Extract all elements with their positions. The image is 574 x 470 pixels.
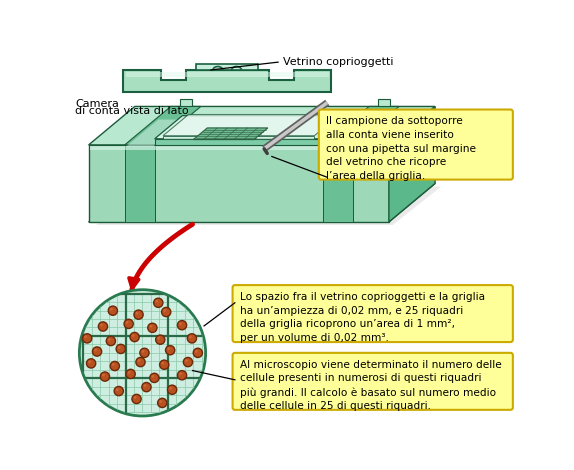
Text: Al microscopio viene determinato il numero delle
cellule presenti in numerosi di: Al microscopio viene determinato il nume… <box>239 360 501 411</box>
Circle shape <box>134 396 137 399</box>
Text: di conta vista di lato: di conta vista di lato <box>76 106 189 117</box>
Circle shape <box>185 359 188 362</box>
Circle shape <box>116 388 119 391</box>
Circle shape <box>165 345 174 355</box>
Polygon shape <box>378 99 390 106</box>
Circle shape <box>108 306 118 315</box>
Circle shape <box>126 369 135 378</box>
Circle shape <box>100 372 110 381</box>
Circle shape <box>114 386 123 396</box>
Circle shape <box>168 385 177 394</box>
Circle shape <box>92 347 102 356</box>
Circle shape <box>108 338 111 341</box>
Polygon shape <box>389 106 435 222</box>
Circle shape <box>169 387 172 390</box>
Circle shape <box>102 374 105 376</box>
Circle shape <box>79 290 205 416</box>
Circle shape <box>160 400 162 403</box>
Circle shape <box>161 362 164 365</box>
Circle shape <box>131 334 134 337</box>
Circle shape <box>149 325 152 328</box>
Text: Lo spazio fra il vetrino coprioggetti e la griglia
ha un’ampiezza di 0,02 mm, e : Lo spazio fra il vetrino coprioggetti e … <box>239 292 484 343</box>
FancyBboxPatch shape <box>232 353 513 410</box>
Circle shape <box>106 337 115 345</box>
Circle shape <box>87 359 96 368</box>
Text: Vetrino coprioggetti: Vetrino coprioggetti <box>282 57 393 67</box>
Text: Camera: Camera <box>76 99 119 109</box>
Polygon shape <box>125 106 201 145</box>
Circle shape <box>132 394 141 404</box>
Circle shape <box>189 336 192 338</box>
Circle shape <box>195 350 197 352</box>
Circle shape <box>177 371 187 380</box>
Circle shape <box>100 323 103 326</box>
Polygon shape <box>88 145 389 222</box>
Circle shape <box>94 349 97 352</box>
Circle shape <box>134 310 143 319</box>
Circle shape <box>152 375 154 378</box>
Circle shape <box>156 335 165 345</box>
Polygon shape <box>196 64 258 70</box>
Circle shape <box>116 345 125 353</box>
Polygon shape <box>324 119 383 147</box>
Polygon shape <box>193 128 268 140</box>
Circle shape <box>158 398 167 407</box>
Circle shape <box>118 346 121 349</box>
Circle shape <box>110 361 119 371</box>
Polygon shape <box>90 146 387 150</box>
Polygon shape <box>163 136 315 139</box>
Circle shape <box>126 321 129 324</box>
Circle shape <box>150 373 159 383</box>
Circle shape <box>135 312 138 314</box>
Circle shape <box>88 360 91 363</box>
Circle shape <box>179 372 182 375</box>
Circle shape <box>154 298 163 307</box>
Polygon shape <box>126 119 185 147</box>
Circle shape <box>142 383 151 392</box>
Polygon shape <box>123 70 331 92</box>
Polygon shape <box>88 106 435 145</box>
Circle shape <box>167 347 170 350</box>
Circle shape <box>183 358 192 367</box>
Circle shape <box>142 350 144 352</box>
Circle shape <box>144 384 146 387</box>
Circle shape <box>112 363 115 366</box>
Polygon shape <box>323 106 399 145</box>
Text: Il campione da sottoporre
alla conta viene inserito
con una pipetta sul margine
: Il campione da sottoporre alla conta vie… <box>326 117 476 181</box>
Circle shape <box>148 323 157 332</box>
Circle shape <box>98 322 107 331</box>
Circle shape <box>84 336 87 338</box>
Polygon shape <box>154 139 323 145</box>
Polygon shape <box>180 99 192 106</box>
Polygon shape <box>154 116 351 139</box>
Circle shape <box>179 322 182 325</box>
Circle shape <box>140 348 149 358</box>
Circle shape <box>136 358 145 367</box>
Polygon shape <box>125 145 154 222</box>
FancyBboxPatch shape <box>319 110 513 180</box>
Circle shape <box>110 308 113 311</box>
Circle shape <box>124 319 133 329</box>
Polygon shape <box>163 115 340 136</box>
Circle shape <box>187 334 196 343</box>
Circle shape <box>156 300 158 303</box>
Polygon shape <box>323 145 353 222</box>
Circle shape <box>157 337 160 339</box>
Circle shape <box>160 360 169 369</box>
Circle shape <box>127 371 130 374</box>
Polygon shape <box>88 183 435 222</box>
Circle shape <box>193 348 203 358</box>
Circle shape <box>162 307 171 317</box>
Circle shape <box>83 334 92 343</box>
Circle shape <box>163 309 166 312</box>
Circle shape <box>138 359 141 362</box>
FancyBboxPatch shape <box>232 285 513 342</box>
Circle shape <box>177 321 187 330</box>
Circle shape <box>130 332 139 342</box>
Polygon shape <box>96 187 441 225</box>
FancyBboxPatch shape <box>126 72 329 77</box>
